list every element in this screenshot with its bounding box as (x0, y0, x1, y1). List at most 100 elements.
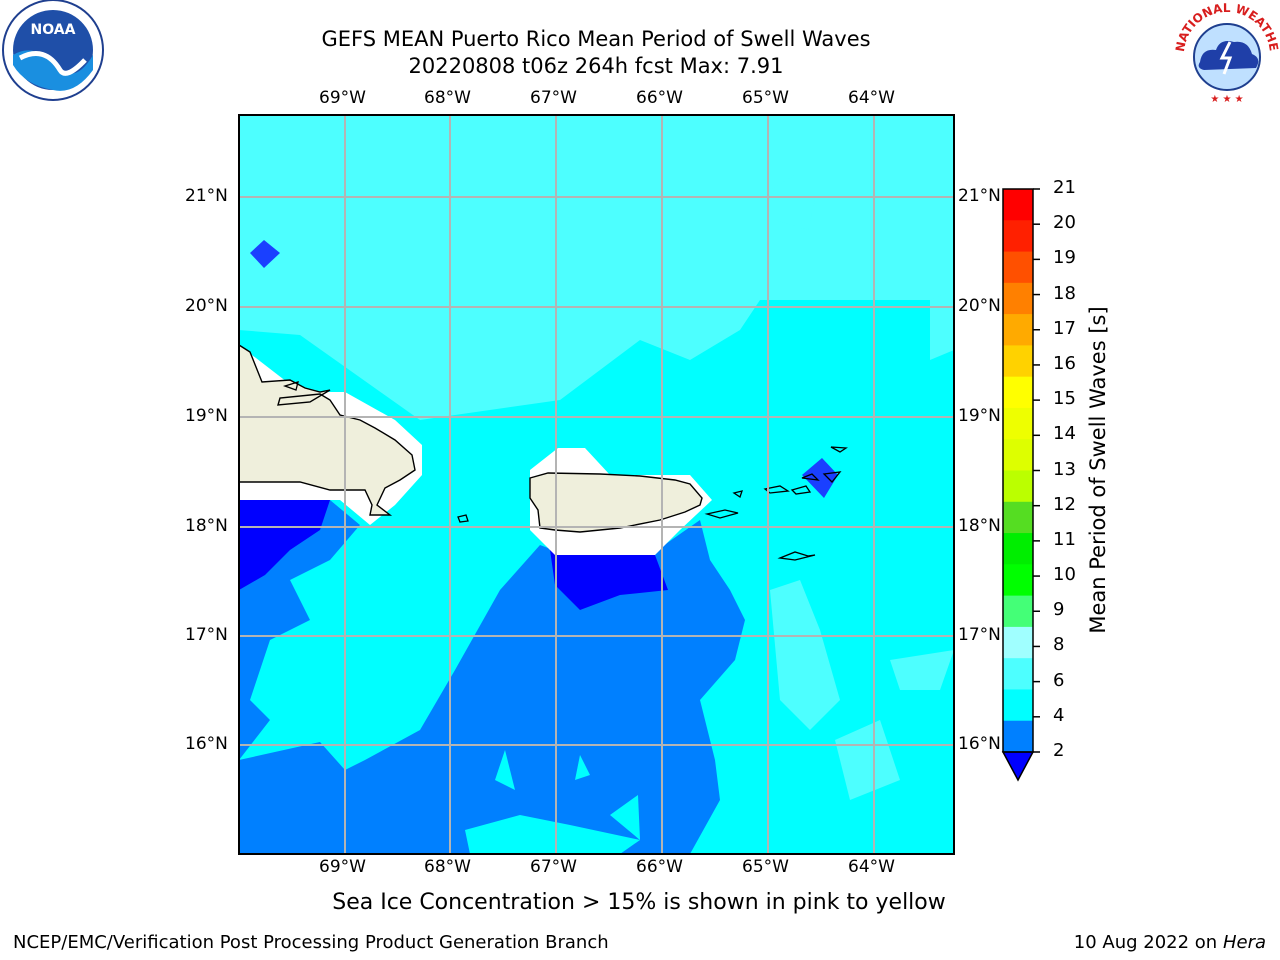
colorbar-tick-label: 19 (1053, 247, 1076, 269)
colorbar-swatch (1003, 689, 1033, 722)
longitude-tick-bottom: 67°W (530, 857, 577, 877)
colorbar-tick-label: 21 (1053, 177, 1076, 198)
svg-text:★ ★ ★: ★ ★ ★ (1210, 94, 1243, 105)
colorbar-label: Mean Period of Swell Waves [s] (1086, 306, 1110, 634)
colorbar-tick-label: 6 (1053, 669, 1065, 691)
nws-logo: NATIONAL WEATHER SERVICE ★ ★ ★ (1172, 0, 1280, 105)
longitude-tick-top: 68°W (424, 88, 471, 108)
island-outline (732, 490, 743, 499)
colorbar-tick-label: 20 (1053, 212, 1076, 234)
credit-text: NCEP/EMC/Verification Post Processing Pr… (13, 932, 609, 953)
island-outline (830, 446, 848, 453)
colorbar-swatch (1003, 282, 1033, 315)
latitude-tick-right: 17°N (958, 625, 1001, 645)
noaa-logo: NOAA (2, 0, 104, 101)
longitude-tick-top: 69°W (319, 88, 366, 108)
chart-title: GEFS MEAN Puerto Rico Mean Period of Swe… (321, 27, 871, 51)
colorbar-tick-label: 13 (1053, 458, 1076, 480)
svg-text:NOAA: NOAA (31, 22, 76, 38)
colorbar-swatch (1003, 564, 1033, 597)
colorbar-swatch (1003, 251, 1033, 284)
hispaniola-land (239, 344, 416, 516)
colorbar-tick-label: 15 (1053, 388, 1076, 410)
sea-6-8-pocket (930, 290, 954, 360)
colorbar-tick-label: 14 (1053, 423, 1076, 445)
sea-lt2-zone (250, 240, 280, 268)
sea-6-8-pocket (890, 650, 954, 690)
sea-ice-note: Sea Ice Concentration > 15% is shown in … (332, 890, 946, 915)
colorbar-swatch (1003, 501, 1033, 534)
colorbar-tick-label: 18 (1053, 282, 1076, 304)
chart-subtitle: 20220808 t06z 264h fcst Max: 7.91 (408, 54, 784, 78)
longitude-tick-top: 67°W (530, 88, 577, 108)
latitude-tick-left: 20°N (185, 296, 228, 316)
colorbar-tick-label: 17 (1053, 317, 1076, 339)
graticule (239, 115, 954, 854)
colorbar-swatch (1003, 626, 1033, 659)
colorbar-swatch (1003, 658, 1033, 691)
sea-6-8-pocket (770, 580, 840, 730)
island-outline (457, 514, 469, 523)
colorbar-swatch (1003, 407, 1033, 440)
colorbar-swatch (1003, 595, 1033, 628)
map-frame (238, 114, 955, 855)
longitude-tick-bottom: 64°W (848, 857, 895, 877)
host-name: Hera (1222, 932, 1266, 953)
island-outline (777, 551, 816, 561)
colorbar-tick-label: 9 (1053, 599, 1065, 621)
sea-4-6-patch (575, 755, 590, 780)
sea-4-6-patch (610, 795, 640, 840)
latitude-tick-left: 18°N (185, 516, 228, 536)
date-value: 10 Aug 2022 on (1073, 932, 1218, 953)
colorbar-swatch (1003, 533, 1033, 565)
longitude-tick-top: 65°W (742, 88, 789, 108)
colorbar-tick-label: 11 (1053, 528, 1076, 550)
sea-4-6-patch (465, 815, 640, 854)
colorbar-swatch (1003, 439, 1033, 472)
island-outline (801, 473, 820, 481)
island-outline (704, 509, 739, 519)
sea-6-8-pocket (835, 720, 900, 800)
sea-lt2-zone (550, 550, 668, 610)
colorbar-tick-label: 16 (1053, 352, 1076, 374)
latitude-tick-left: 17°N (185, 625, 228, 645)
colorbar-tick-label: 12 (1053, 493, 1076, 515)
latitude-tick-left: 19°N (185, 406, 228, 426)
latitude-tick-left: 21°N (185, 186, 228, 206)
latitude-tick-left: 16°N (185, 734, 228, 754)
latitude-tick-right: 21°N (958, 186, 1001, 206)
colorbar-swatch (1003, 314, 1033, 346)
latitude-tick-right: 20°N (958, 296, 1001, 316)
colorbar-underflow-arrow (1001, 751, 1035, 782)
longitude-tick-top: 64°W (848, 88, 895, 108)
colorbar-swatch (1003, 345, 1033, 378)
colorbar-tick-label: 8 (1053, 634, 1065, 656)
island-outline (790, 485, 812, 495)
longitude-tick-bottom: 68°W (424, 857, 471, 877)
colorbar-tick-label: 2 (1053, 740, 1065, 761)
sea-lt2-zone (802, 458, 838, 498)
sea-lt2-zone (239, 500, 330, 590)
colorbar-swatch (1003, 189, 1033, 221)
date-text: 10 Aug 2022 on Hera (1074, 932, 1266, 953)
island-outline (282, 381, 299, 391)
longitude-tick-bottom: 66°W (636, 857, 683, 877)
puerto-rico-land (529, 472, 703, 533)
colorbar-swatch (1003, 470, 1033, 503)
island-outline (822, 471, 842, 483)
colorbar (1001, 188, 1040, 782)
longitude-tick-bottom: 69°W (319, 857, 366, 877)
longitude-tick-top: 66°W (636, 88, 683, 108)
sea-4-6-patch (495, 750, 515, 790)
sea-6-8-pocket (762, 175, 815, 230)
latitude-tick-right: 16°N (958, 734, 1001, 754)
colorbar-swatch (1003, 220, 1033, 253)
colorbar-tick-label: 10 (1053, 564, 1076, 586)
colorbar-swatch (1003, 720, 1033, 753)
latitude-tick-right: 18°N (958, 516, 1001, 536)
colorbar-swatch (1003, 376, 1033, 409)
latitude-tick-right: 19°N (958, 406, 1001, 426)
longitude-tick-bottom: 65°W (742, 857, 789, 877)
colorbar-tick-label: 4 (1053, 704, 1065, 726)
